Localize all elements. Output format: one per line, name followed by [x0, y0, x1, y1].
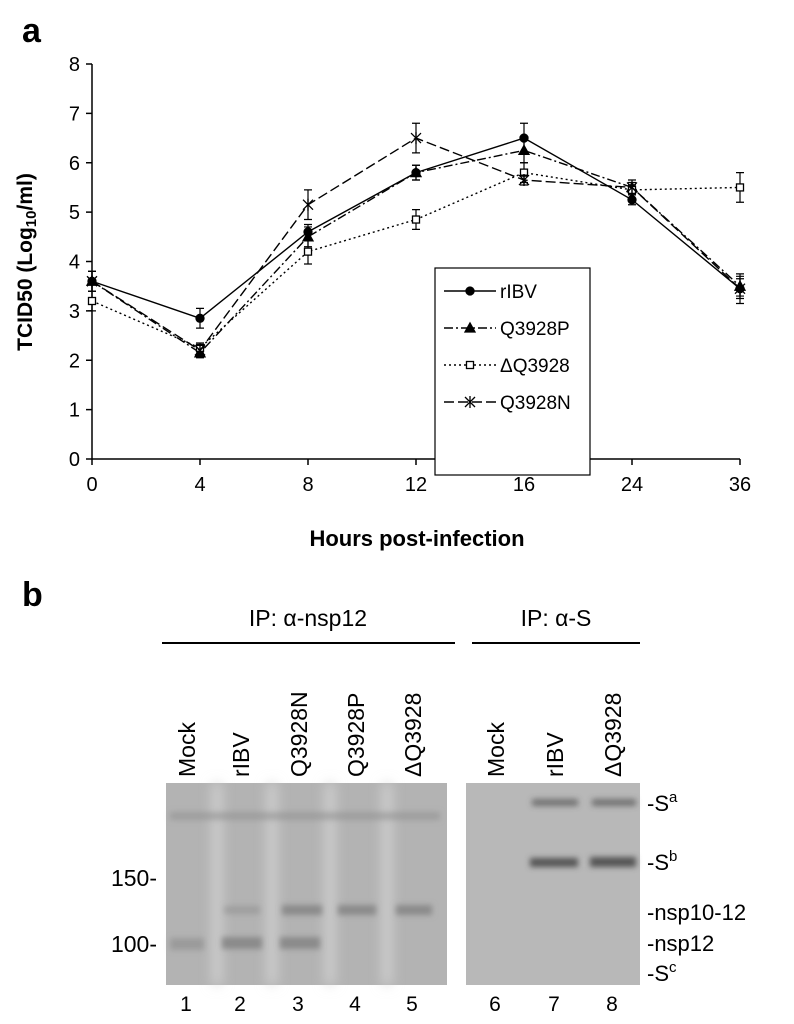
y-tick-label: 7 [69, 103, 80, 125]
lane-number: 8 [606, 993, 618, 1016]
lane-label: rIBV [228, 732, 254, 777]
lane-number: 7 [548, 993, 560, 1016]
legend-marker [463, 321, 477, 333]
x-tick-label: 12 [405, 474, 427, 496]
point [517, 144, 531, 156]
legend-marker [465, 360, 475, 370]
panel-label: b [22, 576, 43, 614]
point [194, 344, 206, 357]
marker-label: 100- [111, 931, 157, 957]
point [735, 183, 745, 192]
band-text: -S [647, 850, 669, 875]
y-axis-label: TCID50 (Log10/ml) [14, 173, 40, 351]
legend-label: Q3928P [500, 319, 570, 340]
legend-box [434, 267, 591, 476]
legend-label: ΔQ3928 [500, 356, 570, 377]
point [410, 132, 422, 145]
lane-label: Mock [483, 722, 509, 777]
y-tick-label: 5 [69, 202, 80, 224]
legend-label: Q3928N [500, 393, 571, 414]
x-tick-label: 16 [513, 474, 535, 496]
marker-label: 150- [111, 865, 157, 891]
band-text: -nsp10-12 [647, 900, 746, 925]
series-line [91, 171, 741, 349]
y-tick-label: 1 [69, 400, 80, 422]
series [86, 122, 746, 357]
gel-right [466, 783, 640, 985]
x-tick-label: 0 [86, 474, 97, 496]
band-label: -nsp10-12 [647, 900, 746, 925]
lane-label: ΔQ3928 [600, 693, 626, 777]
lane-number: 2 [234, 993, 246, 1016]
y-tick-label: 6 [69, 153, 80, 175]
legend-label: rIBV [500, 282, 537, 303]
panel-label: a [22, 12, 42, 50]
lane-number: 6 [489, 993, 501, 1016]
point [409, 166, 423, 178]
x-tick-label: 8 [302, 474, 313, 496]
lane-label: rIBV [542, 732, 568, 777]
lane-number: 4 [349, 993, 361, 1016]
series [85, 137, 747, 359]
x-tick-label: 4 [194, 474, 205, 496]
band-sup: b [669, 848, 677, 865]
point [734, 282, 746, 295]
point [195, 313, 205, 323]
lane-number: 5 [406, 993, 418, 1016]
band-text: -S [647, 961, 669, 986]
y-tick-label: 4 [69, 252, 80, 274]
band-text: -S [647, 791, 669, 816]
lane-number: 3 [292, 993, 304, 1016]
point [87, 296, 97, 306]
point [627, 195, 637, 205]
band-label: -nsp12 [647, 931, 714, 956]
group-title: IP: α-S [521, 605, 592, 631]
lane-label: Q3928N [286, 691, 312, 777]
y-label-end: /ml) [14, 173, 37, 210]
y-tick-label: 3 [69, 301, 80, 323]
lane-label: Mock [174, 722, 200, 777]
point [626, 181, 638, 194]
band-sup: c [669, 959, 677, 976]
point [303, 247, 313, 256]
point [411, 215, 421, 224]
lane-label: ΔQ3928 [400, 693, 426, 777]
band-label: -Sa [647, 789, 678, 816]
band-label: -Sc [647, 959, 677, 986]
gel-left [166, 783, 447, 985]
x-tick-label: 36 [729, 474, 751, 496]
band-text: -nsp12 [647, 931, 714, 956]
point [518, 174, 530, 187]
x-tick-label: 24 [621, 474, 643, 496]
y-label-sub: 10 [23, 210, 40, 227]
point [302, 198, 314, 211]
point [86, 275, 98, 288]
lane-number: 1 [180, 993, 192, 1016]
group-title: IP: α-nsp12 [249, 605, 367, 631]
legend-marker [464, 396, 476, 408]
lane-label: Q3928P [343, 693, 369, 777]
band-label: -Sb [647, 848, 677, 875]
y-tick-label: 2 [69, 350, 80, 372]
band-sup: a [669, 789, 678, 806]
x-axis-label: Hours post-infection [309, 526, 524, 551]
y-label-main: TCID50 (Log [14, 227, 37, 351]
y-tick-label: 0 [69, 449, 80, 471]
series-line [91, 149, 741, 354]
series [87, 162, 745, 354]
legend-marker [465, 286, 475, 296]
y-tick-label: 8 [69, 54, 80, 76]
